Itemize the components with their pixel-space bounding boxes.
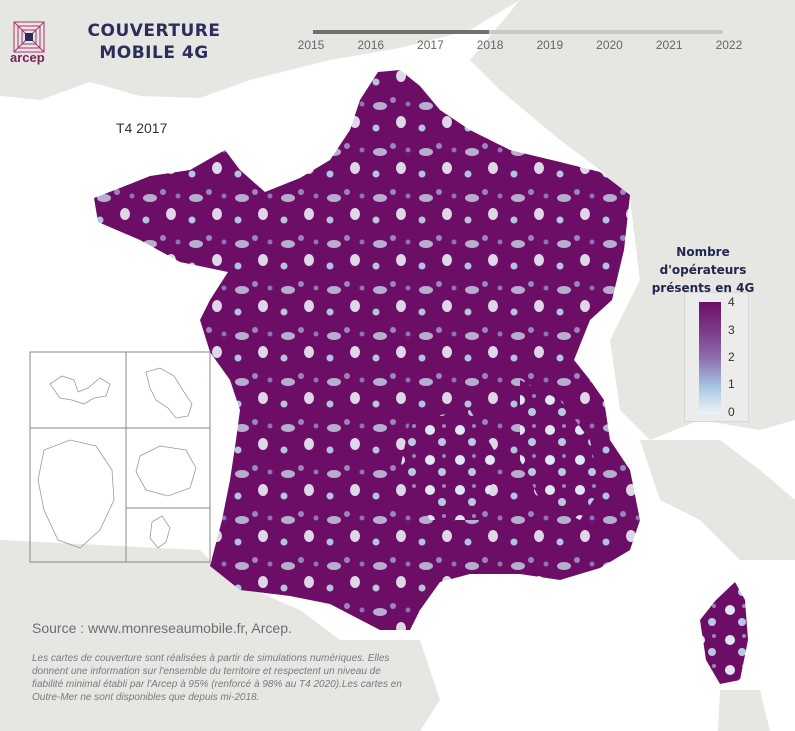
- timeline-slider[interactable]: [313, 30, 723, 34]
- guadeloupe-outline: [49, 375, 111, 405]
- legend-title: Nombre d'opérateurs présents en 4G: [633, 243, 773, 297]
- legend-tick-1: 1: [728, 377, 735, 391]
- sardinia-landmass: [718, 690, 770, 731]
- martinique-outline: [145, 367, 193, 419]
- legend-title-line-1: Nombre d'opérateurs: [659, 245, 747, 277]
- page-title: COUVERTURE MOBILE 4G: [84, 20, 224, 64]
- coverage-gaps-alps: [520, 380, 600, 520]
- year-2018[interactable]: 2018: [476, 38, 504, 52]
- year-2022[interactable]: 2022: [715, 38, 743, 52]
- coverage-gaps-centre: [400, 410, 500, 520]
- title-line-2: MOBILE 4G: [99, 43, 209, 63]
- italy-landmass: [640, 440, 795, 560]
- mayotte-outline: [149, 515, 171, 549]
- france-mainland: [94, 70, 640, 630]
- guyane-outline: [37, 439, 115, 549]
- arcep-logo: [13, 21, 45, 53]
- overseas-insets: [29, 351, 211, 563]
- methodology-note: Les cartes de couverture sont réalisées …: [32, 653, 402, 703]
- overseas-outlines: [37, 367, 197, 549]
- arcep-logo-text: arcep: [10, 50, 45, 65]
- corsica: [700, 582, 748, 684]
- selected-period: T4 2017: [116, 120, 168, 136]
- year-2019[interactable]: 2019: [536, 38, 564, 52]
- uk-landmass: [0, 0, 520, 100]
- reunion-outline: [135, 445, 197, 497]
- legend-tick-3: 3: [728, 323, 735, 337]
- timeline-progress: [313, 30, 490, 34]
- legend-tick-4: 4: [728, 295, 735, 309]
- source-credit: Source : www.monreseaumobile.fr, Arcep.: [32, 620, 292, 636]
- year-2015[interactable]: 2015: [297, 38, 325, 52]
- year-2021[interactable]: 2021: [655, 38, 683, 52]
- legend-color-scale: [699, 302, 721, 414]
- timeline-years: 2015 2016 2017 2018 2019 2020 2021 2022: [296, 38, 744, 52]
- legend-tick-0: 0: [728, 405, 735, 419]
- year-2017[interactable]: 2017: [417, 38, 444, 52]
- year-2020[interactable]: 2020: [596, 38, 623, 52]
- iberia-landmass: [0, 540, 440, 731]
- legend: 4 3 2 1 0: [684, 292, 749, 422]
- legend-title-line-2: présents en 4G: [651, 281, 755, 295]
- year-2016[interactable]: 2016: [357, 38, 385, 52]
- legend-tick-2: 2: [728, 350, 735, 364]
- title-line-1: COUVERTURE: [87, 21, 221, 41]
